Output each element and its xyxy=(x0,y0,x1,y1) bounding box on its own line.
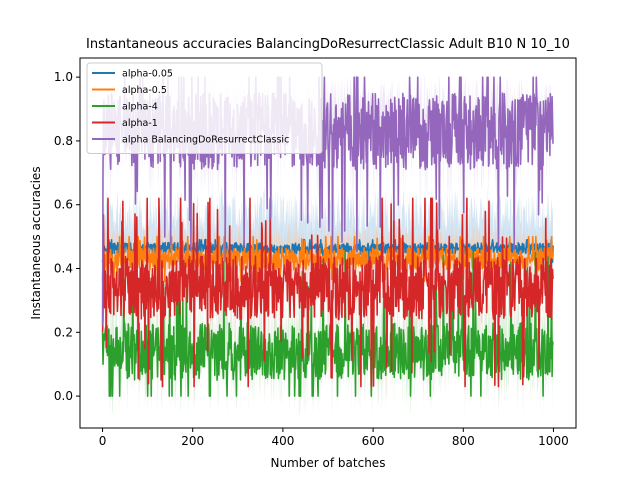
series-line-3 xyxy=(101,250,554,397)
y-tick-label: 0.2 xyxy=(54,325,73,339)
legend-label: alpha-0.05 xyxy=(122,69,173,80)
legend: alpha-0.05 alpha-0.5 alpha-4 alpha-1 alpha B… xyxy=(86,62,323,154)
legend-label: alpha BalancingDoResurrectClassic xyxy=(122,135,289,146)
x-tick-label: 800 xyxy=(452,434,475,448)
y-tick-label: 1.0 xyxy=(54,70,73,84)
y-axis-label: Instantaneous accuracies xyxy=(29,166,43,319)
band-3 xyxy=(102,244,554,416)
x-axis-label: Number of batches xyxy=(271,456,386,470)
plot-frame xyxy=(79,57,577,429)
y-axis: 0.0 0.2 0.4 0.6 0.8 1.0 xyxy=(54,70,80,403)
legend-label: alpha-0.5 xyxy=(122,85,167,96)
x-tick-label: 200 xyxy=(181,434,204,448)
x-tick-label: 600 xyxy=(362,434,385,448)
y-tick-label: 0.0 xyxy=(54,389,73,403)
legend-label: alpha-4 xyxy=(122,102,158,113)
x-tick-label: 1000 xyxy=(538,434,569,448)
series-line-2 xyxy=(101,235,554,283)
chart-title: Instantaneous accuracies BalancingDoResu… xyxy=(86,37,570,52)
legend-box xyxy=(86,62,323,154)
x-tick-label: 0 xyxy=(99,434,107,448)
y-tick-label: 0.8 xyxy=(54,134,73,148)
y-tick-label: 0.6 xyxy=(54,198,73,212)
x-tick-label: 400 xyxy=(271,434,294,448)
legend-label: alpha-1 xyxy=(122,118,158,129)
series-lines xyxy=(101,76,554,397)
x-axis: 0 200 400 600 800 1000 xyxy=(99,428,569,448)
y-tick-label: 0.4 xyxy=(54,262,73,276)
series-line-4 xyxy=(101,197,554,388)
